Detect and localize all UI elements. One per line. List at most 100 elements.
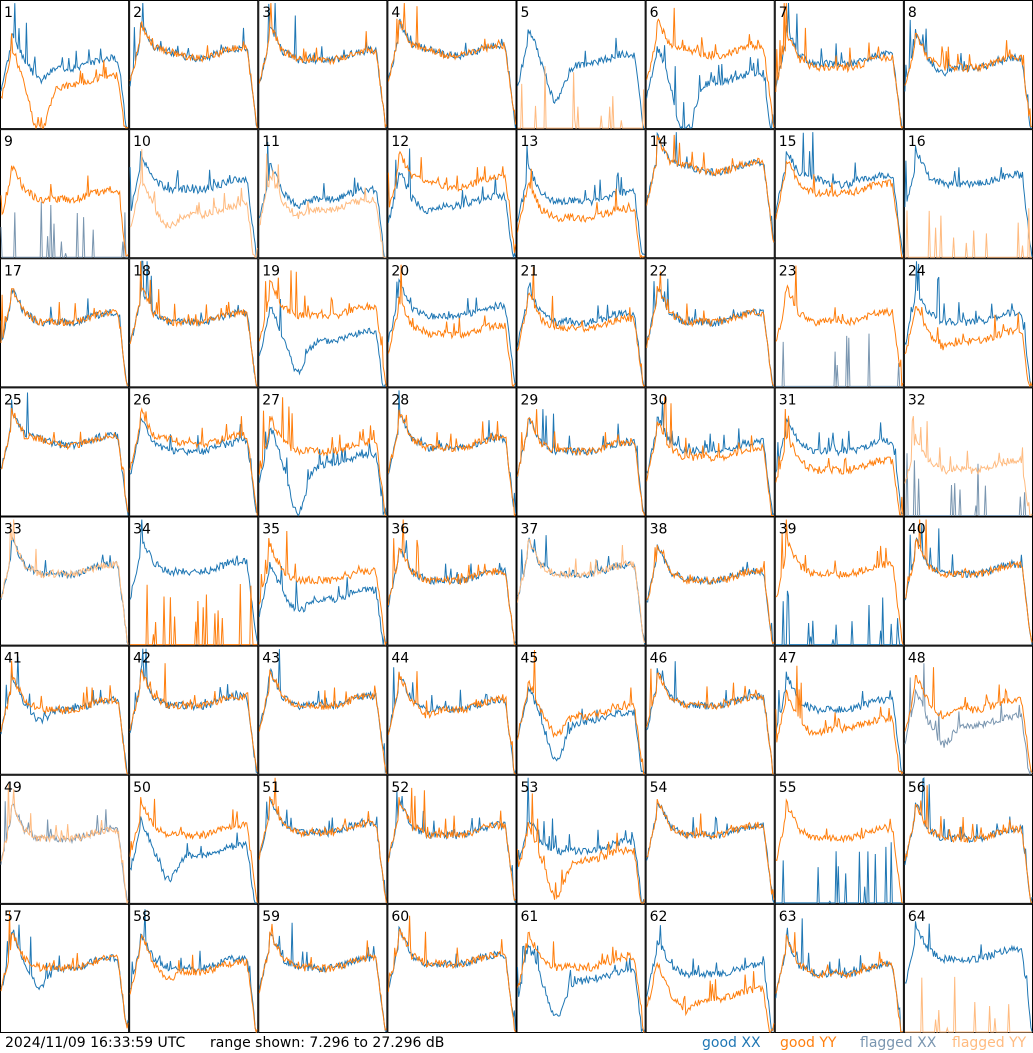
panel-frame — [645, 774, 775, 904]
series-yy — [775, 519, 904, 645]
series-yy — [646, 544, 775, 645]
series-yy — [646, 668, 774, 775]
series-yy — [0, 407, 129, 513]
panel-label: 56 — [908, 780, 926, 796]
series-xx — [0, 801, 129, 902]
panel-label: 5 — [521, 5, 530, 21]
panel-36: 36 — [387, 516, 517, 646]
panel-label: 23 — [779, 263, 797, 279]
series-yy — [517, 793, 646, 904]
panel-label: 35 — [262, 522, 280, 538]
panel-5: 5 — [516, 0, 646, 130]
panel-47: 47 — [774, 645, 904, 776]
panel-label: 7 — [779, 5, 788, 21]
series-xx — [775, 671, 904, 776]
panel-frame — [774, 903, 904, 1033]
panel-label: 32 — [908, 392, 926, 408]
panel-label: 48 — [908, 651, 926, 667]
series-xx — [904, 921, 1033, 1033]
panel-7: 7 — [774, 0, 904, 130]
series-xx — [646, 45, 775, 130]
series-xx — [775, 590, 903, 646]
panel-49: 49 — [0, 774, 130, 905]
panel-28: 28 — [387, 387, 517, 517]
panel-label: 53 — [521, 780, 539, 796]
panel-label: 59 — [262, 909, 280, 925]
panel-frame — [387, 774, 517, 904]
series-xx — [388, 667, 516, 774]
series-yy — [646, 396, 774, 516]
panel-23: 23 — [774, 258, 904, 388]
panel-54: 54 — [645, 774, 775, 904]
series-xx — [517, 943, 646, 1033]
series-yy — [646, 271, 775, 387]
panel-frame — [129, 0, 259, 130]
panel-44: 44 — [387, 645, 517, 775]
series-xx — [517, 29, 646, 130]
panel-53: 53 — [516, 774, 646, 904]
panel-37: 37 — [516, 516, 646, 646]
range-text: range shown: 7.296 to 27.296 dB — [210, 1035, 445, 1051]
series-yy — [129, 149, 258, 258]
series-xx — [904, 19, 1032, 129]
panel-label: 14 — [650, 134, 668, 150]
series-yy — [387, 150, 516, 253]
series-yy — [387, 519, 516, 646]
panel-frame — [0, 516, 130, 646]
panel-label: 8 — [908, 5, 917, 21]
panel-label: 37 — [521, 522, 539, 538]
series-yy — [130, 583, 258, 646]
timestamp: 2024/11/09 16:33:59 UTC — [5, 1035, 186, 1051]
series-yy — [259, 153, 387, 258]
panel-24: 24 — [903, 258, 1033, 388]
series-yy — [387, 671, 516, 775]
series-yy — [904, 415, 1033, 516]
series-xx — [129, 416, 258, 514]
panel-label: 43 — [262, 651, 280, 667]
panel-label: 6 — [650, 5, 659, 21]
panel-label: 33 — [4, 522, 22, 538]
panel-2: 2 — [129, 0, 259, 130]
panel-frame — [387, 387, 517, 517]
panel-22: 22 — [645, 258, 775, 388]
series-yy — [129, 797, 258, 903]
panel-frame — [645, 516, 775, 646]
panel-label: 2 — [133, 5, 142, 21]
series-xx — [775, 2, 904, 129]
panel-35: 35 — [258, 516, 388, 647]
panel-frame — [0, 387, 130, 517]
panel-18: 18 — [129, 258, 259, 388]
panel-57: 57 — [0, 903, 130, 1033]
panel-frame — [516, 516, 646, 646]
panel-label: 24 — [908, 263, 926, 279]
series-yy — [387, 915, 516, 1033]
panel-frame — [129, 903, 259, 1033]
series-yy — [775, 665, 904, 776]
series-xx — [0, 201, 129, 258]
series-xx — [129, 816, 258, 904]
panel-58: 58 — [129, 903, 259, 1033]
panel-frame — [903, 387, 1033, 517]
panel-38: 38 — [645, 516, 775, 646]
series-yy — [258, 2, 387, 129]
panel-frame — [258, 774, 388, 904]
series-xx — [258, 796, 387, 903]
series-xx — [517, 145, 645, 256]
series-yy — [517, 649, 645, 775]
series-yy — [646, 7, 775, 128]
series-xx — [129, 519, 258, 642]
series-yy — [904, 667, 1033, 773]
panel-label: 34 — [133, 522, 151, 538]
panel-label: 26 — [133, 392, 151, 408]
series-xx — [387, 277, 516, 387]
panel-frame — [903, 645, 1033, 775]
panel-59: 59 — [258, 903, 388, 1033]
panel-26: 26 — [129, 387, 259, 517]
series-yy — [129, 933, 258, 1033]
panel-label: 31 — [779, 392, 797, 408]
panel-9: 9 — [0, 129, 130, 259]
panel-11: 11 — [258, 129, 388, 259]
series-yy — [258, 530, 387, 647]
panel-40: 40 — [903, 516, 1033, 646]
panel-label: 46 — [650, 651, 668, 667]
